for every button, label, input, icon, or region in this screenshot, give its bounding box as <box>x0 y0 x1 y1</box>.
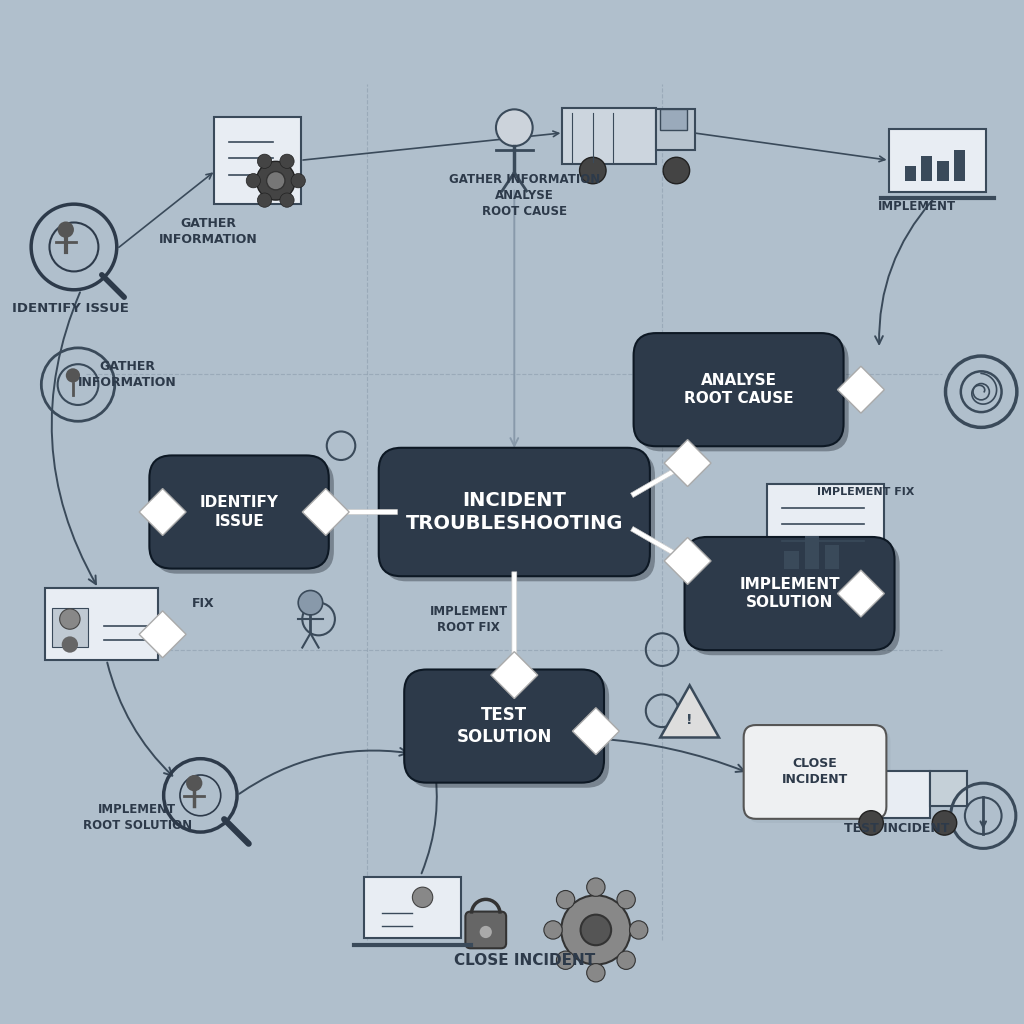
FancyBboxPatch shape <box>689 542 900 655</box>
FancyBboxPatch shape <box>639 338 849 452</box>
Text: INCIDENT
TROUBLESHOOTING: INCIDENT TROUBLESHOOTING <box>406 490 623 534</box>
FancyBboxPatch shape <box>930 771 967 806</box>
Text: IDENTIFY
ISSUE: IDENTIFY ISSUE <box>200 496 279 528</box>
Text: GATHER INFORMATION
ANALYSE
ROOT CAUSE: GATHER INFORMATION ANALYSE ROOT CAUSE <box>449 173 600 218</box>
Circle shape <box>479 926 492 938</box>
FancyBboxPatch shape <box>805 537 819 569</box>
Polygon shape <box>665 439 711 486</box>
FancyBboxPatch shape <box>656 110 694 151</box>
Circle shape <box>556 891 574 909</box>
Circle shape <box>561 895 631 965</box>
Circle shape <box>66 369 80 383</box>
Text: IMPLEMENT
ROOT SOLUTION: IMPLEMENT ROOT SOLUTION <box>83 803 191 833</box>
Circle shape <box>291 173 305 187</box>
FancyBboxPatch shape <box>404 670 604 782</box>
Text: CLOSE INCIDENT: CLOSE INCIDENT <box>454 953 595 968</box>
Circle shape <box>580 158 606 183</box>
Polygon shape <box>838 367 885 413</box>
Circle shape <box>257 155 271 168</box>
FancyBboxPatch shape <box>465 911 506 948</box>
FancyBboxPatch shape <box>660 110 686 130</box>
Text: IMPLEMENT
SOLUTION: IMPLEMENT SOLUTION <box>739 577 840 610</box>
Circle shape <box>61 636 78 652</box>
FancyBboxPatch shape <box>841 771 930 818</box>
FancyBboxPatch shape <box>743 725 887 819</box>
Text: ANALYSE
ROOT CAUSE: ANALYSE ROOT CAUSE <box>684 373 794 407</box>
Circle shape <box>496 110 532 146</box>
FancyBboxPatch shape <box>921 157 932 180</box>
Circle shape <box>280 193 294 207</box>
FancyBboxPatch shape <box>905 167 915 180</box>
Text: IMPLEMENT: IMPLEMENT <box>878 200 956 213</box>
Circle shape <box>556 951 574 970</box>
Circle shape <box>544 921 562 939</box>
Text: TEST
SOLUTION: TEST SOLUTION <box>457 706 552 746</box>
FancyBboxPatch shape <box>937 162 948 180</box>
Polygon shape <box>302 488 349 536</box>
Polygon shape <box>660 685 719 737</box>
Circle shape <box>256 162 295 200</box>
FancyBboxPatch shape <box>748 729 891 823</box>
FancyBboxPatch shape <box>51 608 88 646</box>
FancyBboxPatch shape <box>364 877 461 938</box>
Circle shape <box>581 914 611 945</box>
Circle shape <box>617 951 635 970</box>
FancyBboxPatch shape <box>410 675 609 787</box>
Circle shape <box>630 921 648 939</box>
Text: IDENTIFY ISSUE: IDENTIFY ISSUE <box>12 302 129 314</box>
FancyBboxPatch shape <box>634 333 844 446</box>
Polygon shape <box>572 708 620 755</box>
FancyBboxPatch shape <box>889 129 986 191</box>
Polygon shape <box>139 488 186 536</box>
FancyBboxPatch shape <box>767 484 884 577</box>
FancyBboxPatch shape <box>384 453 655 582</box>
FancyBboxPatch shape <box>825 545 840 569</box>
Text: GATHER
INFORMATION: GATHER INFORMATION <box>78 359 176 389</box>
Text: IMPLEMENT FIX: IMPLEMENT FIX <box>817 486 914 497</box>
Circle shape <box>59 609 80 629</box>
FancyBboxPatch shape <box>150 456 329 568</box>
Text: CLOSE
INCIDENT: CLOSE INCIDENT <box>782 758 848 786</box>
Circle shape <box>587 964 605 982</box>
Polygon shape <box>139 611 186 657</box>
FancyBboxPatch shape <box>953 151 965 180</box>
Circle shape <box>932 811 956 836</box>
Circle shape <box>257 193 271 207</box>
Circle shape <box>413 887 433 907</box>
Text: GATHER
INFORMATION: GATHER INFORMATION <box>159 217 258 246</box>
FancyBboxPatch shape <box>784 551 799 569</box>
Text: FIX: FIX <box>193 597 215 610</box>
Circle shape <box>280 155 294 168</box>
Circle shape <box>266 172 285 189</box>
Circle shape <box>246 173 260 187</box>
Circle shape <box>859 811 884 836</box>
Polygon shape <box>838 570 885 617</box>
Circle shape <box>664 158 689 183</box>
FancyBboxPatch shape <box>685 537 895 650</box>
Circle shape <box>298 591 323 615</box>
Circle shape <box>186 775 203 792</box>
FancyBboxPatch shape <box>45 589 158 659</box>
Text: !: ! <box>686 713 693 727</box>
Polygon shape <box>490 651 538 698</box>
Text: TEST INCIDENT: TEST INCIDENT <box>844 821 949 835</box>
Circle shape <box>57 221 74 238</box>
FancyBboxPatch shape <box>214 117 301 204</box>
Polygon shape <box>665 538 711 585</box>
Circle shape <box>587 878 605 896</box>
FancyBboxPatch shape <box>562 109 656 165</box>
Circle shape <box>617 891 635 909</box>
Text: IMPLEMENT
ROOT FIX: IMPLEMENT ROOT FIX <box>429 604 508 634</box>
FancyBboxPatch shape <box>379 447 650 577</box>
FancyBboxPatch shape <box>155 461 334 573</box>
